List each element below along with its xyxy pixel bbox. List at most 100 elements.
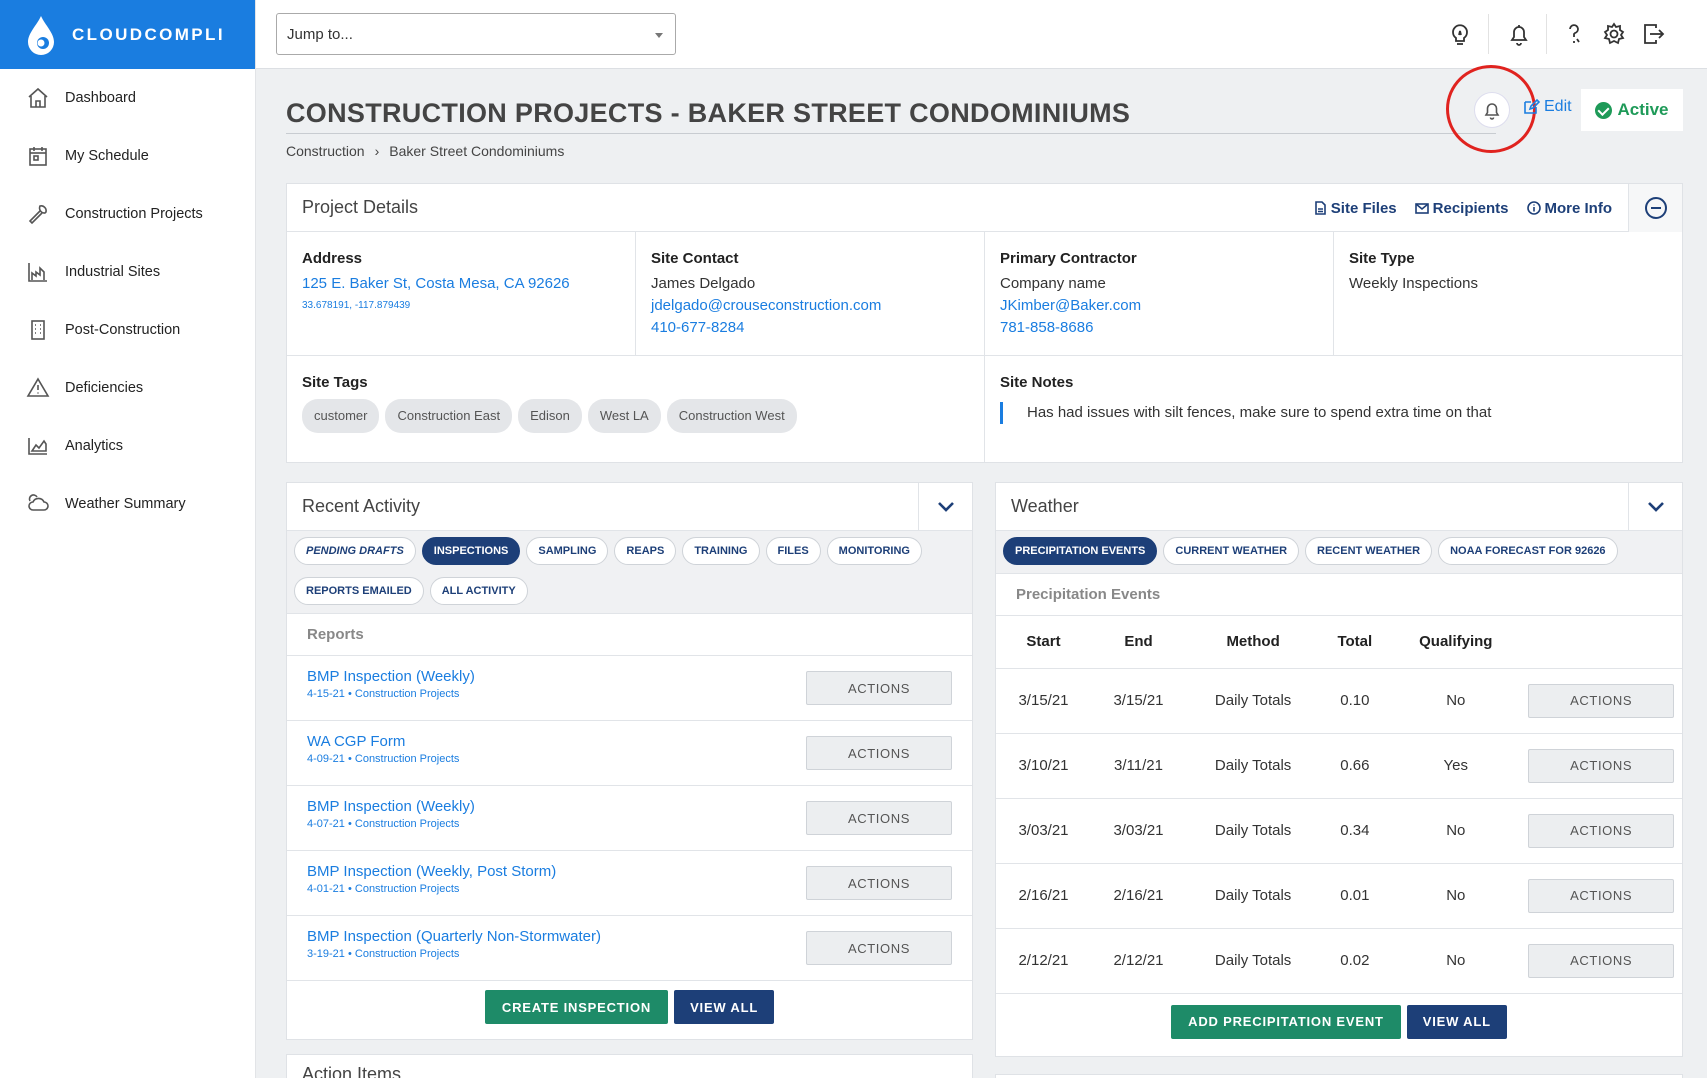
tab-reaps[interactable]: REAPS	[614, 537, 677, 565]
contact-phone[interactable]: 410-677-8284	[651, 319, 745, 336]
contractor-phone[interactable]: 781-858-8686	[1000, 319, 1094, 336]
tag[interactable]: Construction East	[385, 399, 513, 433]
breadcrumb-item-construction[interactable]: Construction	[286, 143, 365, 159]
card-footer: CREATE INSPECTION VIEW ALL	[287, 981, 972, 1024]
actions-button[interactable]: ACTIONS	[1528, 683, 1675, 718]
actions-cell: ACTIONS	[1522, 798, 1682, 864]
jump-to-placeholder: Jump to...	[287, 25, 353, 43]
envelope-icon	[1414, 203, 1429, 214]
site-contact-label: Site Contact	[651, 250, 739, 267]
tab-inspections[interactable]: INSPECTIONS	[421, 537, 521, 565]
site-note-text: Has had issues with silt fences, make su…	[1000, 402, 1667, 424]
report-title-link[interactable]: BMP Inspection (Quarterly Non-Stormwater…	[307, 928, 601, 945]
tab-noaa-forecast[interactable]: NOAA FORECAST FOR 92626	[1438, 537, 1618, 565]
tag[interactable]: customer	[302, 399, 380, 433]
actions-button[interactable]: ACTIONS	[1528, 748, 1675, 783]
method-cell: Daily Totals	[1186, 928, 1321, 994]
collapse-button[interactable]	[1628, 184, 1682, 232]
sidebar-item-industrial-sites[interactable]: Industrial Sites	[0, 243, 255, 301]
contractor-email[interactable]: JKimber@Baker.com	[1000, 297, 1142, 314]
recipients-link[interactable]: Recipients	[1414, 199, 1509, 217]
tab-monitoring[interactable]: MONITORING	[826, 537, 922, 565]
actions-button[interactable]: ACTIONS	[806, 801, 952, 835]
project-links: Site Files Recipients More Info	[1313, 184, 1612, 232]
details-row: Address 125 E. Baker St, Costa Mesa, CA …	[287, 232, 1682, 356]
report-title-link[interactable]: WA CGP Form	[307, 733, 406, 750]
tab-training[interactable]: TRAINING	[682, 537, 760, 565]
report-title-link[interactable]: BMP Inspection (Weekly)	[307, 668, 475, 685]
column-header: End	[1091, 616, 1186, 669]
logout-icon[interactable]	[1640, 18, 1668, 50]
tab-files[interactable]: FILES	[765, 537, 821, 565]
report-title-link[interactable]: BMP Inspection (Weekly, Post Storm)	[307, 863, 557, 880]
sidebar-item-weather-summary[interactable]: Weather Summary	[0, 475, 255, 533]
tab-recent-weather[interactable]: RECENT WEATHER	[1305, 537, 1433, 565]
actions-button[interactable]: ACTIONS	[1528, 813, 1675, 848]
sidebar-item-my-schedule[interactable]: My Schedule	[0, 127, 255, 185]
sidebar-item-analytics[interactable]: Analytics	[0, 417, 255, 475]
next-card	[995, 1074, 1683, 1078]
total-cell: 0.02	[1320, 928, 1390, 994]
tab-current-weather[interactable]: CURRENT WEATHER	[1163, 537, 1300, 565]
create-inspection-button[interactable]: CREATE INSPECTION	[484, 990, 669, 1024]
card-title: Project Details	[302, 197, 419, 217]
end-cell: 3/11/21	[1091, 733, 1186, 799]
actions-button[interactable]: ACTIONS	[806, 736, 952, 770]
table-header-row: Start End Method Total Qualifying	[996, 616, 1682, 669]
method-cell: Daily Totals	[1186, 798, 1321, 864]
collapse-toggle[interactable]	[1628, 483, 1682, 531]
tab-sampling[interactable]: SAMPLING	[526, 537, 609, 565]
sidebar-item-construction-projects[interactable]: Construction Projects	[0, 185, 255, 243]
lightbulb-icon[interactable]	[1446, 18, 1474, 50]
address-link[interactable]: 125 E. Baker St, Costa Mesa, CA 92626	[302, 275, 570, 292]
annotation-highlight-circle	[1446, 65, 1536, 153]
primary-contractor-cell: Primary Contractor Company name JKimber@…	[985, 232, 1334, 355]
actions-button[interactable]: ACTIONS	[1528, 878, 1675, 913]
status-badge[interactable]: Active	[1581, 89, 1683, 131]
tag-list: customer Construction East Edison West L…	[302, 399, 969, 433]
contact-email[interactable]: jdelgado@crouseconstruction.com	[651, 297, 882, 314]
actions-button[interactable]: ACTIONS	[806, 931, 952, 965]
tag[interactable]: Construction West	[666, 399, 797, 433]
view-all-button[interactable]: VIEW ALL	[674, 990, 775, 1024]
actions-button[interactable]: ACTIONS	[806, 671, 952, 705]
logo[interactable]: CLOUDCOMPLI	[0, 0, 255, 69]
report-meta: 3-19-21 • Construction Projects	[307, 948, 460, 960]
list-item: BMP Inspection (Quarterly Non-Stormwater…	[287, 916, 972, 981]
site-notes-label: Site Notes	[1000, 374, 1074, 391]
add-precipitation-event-button[interactable]: ADD PRECIPITATION EVENT	[1171, 1004, 1401, 1039]
site-tags-cell: Site Tags customer Construction East Edi…	[287, 356, 985, 462]
more-info-link[interactable]: More Info	[1526, 200, 1612, 217]
report-title-link[interactable]: BMP Inspection (Weekly)	[307, 798, 475, 815]
link-label: Recipients	[1432, 199, 1509, 217]
total-cell: 0.34	[1320, 798, 1390, 864]
qualifying-cell: No	[1389, 928, 1523, 994]
sidebar-item-deficiencies[interactable]: Deficiencies	[0, 359, 255, 417]
sidebar-item-label: My Schedule	[65, 148, 149, 164]
site-files-link[interactable]: Site Files	[1313, 200, 1397, 217]
bell-icon[interactable]	[1505, 18, 1533, 50]
tab-pending-drafts[interactable]: PENDING DRAFTS	[294, 537, 416, 565]
jump-to-select[interactable]: Jump to...	[276, 13, 676, 55]
gear-icon[interactable]	[1600, 18, 1628, 50]
help-icon[interactable]	[1560, 18, 1588, 50]
qualifying-cell: No	[1389, 798, 1523, 864]
coordinates[interactable]: 33.678191, -117.879439	[302, 300, 411, 311]
site-tags-label: Site Tags	[302, 374, 368, 391]
edit-link[interactable]: Edit	[1522, 98, 1572, 116]
actions-button[interactable]: ACTIONS	[1528, 943, 1675, 978]
sidebar-item-post-construction[interactable]: Post-Construction	[0, 301, 255, 359]
tag[interactable]: Edison	[518, 399, 582, 433]
tab-reports-emailed[interactable]: REPORTS EMAILED	[294, 577, 424, 605]
tab-precipitation-events[interactable]: PRECIPITATION EVENTS	[1003, 537, 1158, 565]
view-all-button[interactable]: VIEW ALL	[1406, 1004, 1507, 1039]
end-cell: 3/03/21	[1091, 798, 1186, 864]
actions-button[interactable]: ACTIONS	[806, 866, 952, 900]
edit-icon	[1524, 98, 1540, 114]
sidebar-item-label: Industrial Sites	[65, 264, 161, 280]
section-title: Precipitation Events	[996, 574, 1682, 616]
collapse-toggle[interactable]	[918, 483, 972, 531]
tab-all-activity[interactable]: ALL ACTIVITY	[429, 577, 528, 605]
tag[interactable]: West LA	[587, 399, 661, 433]
sidebar-item-dashboard[interactable]: Dashboard	[0, 69, 255, 127]
